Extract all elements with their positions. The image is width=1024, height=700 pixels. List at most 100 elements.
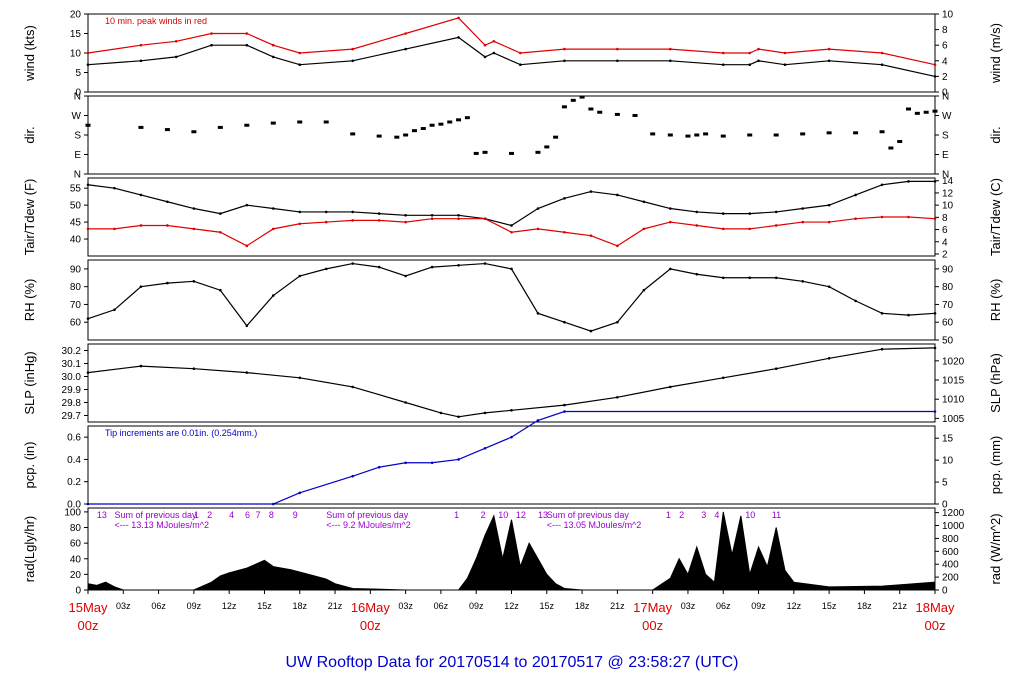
wind-point bbox=[271, 55, 275, 59]
slp-point bbox=[298, 376, 302, 380]
pcp-point bbox=[298, 491, 302, 495]
x-tick-label: 09z bbox=[187, 601, 202, 611]
x-tick-label: 18z bbox=[857, 601, 872, 611]
x-tick-label: 12z bbox=[504, 601, 519, 611]
wind-point bbox=[404, 32, 407, 35]
wind-point bbox=[721, 63, 725, 66]
temp-point bbox=[933, 217, 937, 220]
panel-frame bbox=[87, 259, 936, 341]
dir-point bbox=[473, 151, 479, 155]
temp-point bbox=[642, 227, 646, 231]
y-tick-label-left: 29.9 bbox=[62, 385, 82, 396]
temp-point bbox=[192, 207, 196, 210]
temp-point bbox=[589, 190, 593, 193]
temp-point bbox=[139, 193, 143, 197]
temp-point bbox=[457, 214, 460, 217]
date-label: 18May bbox=[915, 600, 955, 615]
rad-annotation: Sum of previous day bbox=[114, 510, 197, 520]
wind-point bbox=[492, 40, 496, 43]
wind-point bbox=[174, 40, 178, 43]
dir-point bbox=[694, 133, 700, 137]
y-tick-label-right: 800 bbox=[942, 534, 959, 545]
slp-point bbox=[483, 411, 487, 415]
temp-point bbox=[86, 227, 90, 231]
wind-point bbox=[483, 43, 487, 47]
panel-slp: SLP (inHg) SLP (hPa) 29.7 29.8 29.9 30.0 30.1 3… bbox=[22, 343, 1003, 425]
temp-point bbox=[113, 227, 116, 231]
x-tick-label: 21z bbox=[892, 601, 907, 611]
x-tick-label: 15z bbox=[257, 601, 272, 611]
dir-point bbox=[597, 110, 603, 114]
y-tick-label-left: N bbox=[74, 92, 81, 103]
wind-point bbox=[563, 59, 566, 63]
temp-point bbox=[695, 224, 699, 227]
wind-point bbox=[298, 51, 302, 55]
rh-point bbox=[324, 267, 328, 271]
dir-point bbox=[403, 133, 409, 137]
temp-point bbox=[669, 220, 672, 224]
rh-point bbox=[351, 262, 354, 265]
temp-point bbox=[245, 203, 249, 207]
temp-point bbox=[139, 224, 143, 227]
dir-point bbox=[244, 123, 250, 127]
dir-point bbox=[632, 114, 638, 117]
y-tick-label-right: 400 bbox=[942, 560, 959, 571]
dir-point bbox=[456, 118, 462, 122]
temp-point bbox=[854, 193, 857, 197]
rad-annotation: Sum of previous day bbox=[547, 510, 630, 520]
temp-point bbox=[404, 220, 407, 224]
temp-point bbox=[616, 193, 619, 197]
rad-annotation: 1 bbox=[454, 510, 459, 520]
temp-point bbox=[166, 224, 169, 227]
temp-point bbox=[827, 203, 831, 207]
rad-area bbox=[87, 511, 936, 591]
dir-point bbox=[350, 132, 356, 136]
rad-annotation: 4 bbox=[714, 510, 719, 520]
y-tick-label-left: 15 bbox=[70, 29, 82, 40]
rh-point bbox=[616, 320, 619, 324]
y-tick-label-left: 0.6 bbox=[67, 433, 81, 444]
dir-point bbox=[464, 116, 470, 120]
temp-point bbox=[166, 200, 169, 204]
pcp-line-0 bbox=[88, 410, 935, 505]
wind-point bbox=[783, 51, 787, 55]
panel-pcp: pcp. (in) pcp. (mm) 0.0 0.2 0.4 0.6 0 5 10 15 Tip … bbox=[22, 410, 1003, 511]
dir-point bbox=[667, 133, 673, 137]
y-tick-label-right: 60 bbox=[942, 318, 954, 329]
x-tick-label: 06z bbox=[151, 601, 166, 611]
wind-point bbox=[483, 55, 487, 59]
pcp-point bbox=[404, 461, 407, 465]
wind-point bbox=[669, 59, 672, 63]
dir-point bbox=[544, 145, 550, 149]
dir-point bbox=[376, 134, 382, 138]
wind-point bbox=[827, 59, 831, 63]
y-tick-label-left: 0 bbox=[75, 88, 81, 99]
y-tick-label-right: N bbox=[942, 170, 949, 181]
dir-point bbox=[411, 129, 417, 133]
panel-frame bbox=[87, 177, 936, 257]
dir-point bbox=[438, 122, 444, 126]
rad-annotation: 10 bbox=[745, 510, 755, 520]
y-tick-label-left: 0.2 bbox=[67, 477, 81, 488]
temp-point bbox=[748, 227, 752, 231]
rad-annotation: 6 bbox=[245, 510, 250, 520]
x-tick-label: 21z bbox=[610, 601, 625, 611]
rh-point bbox=[510, 267, 513, 271]
y-axis-label-left: wind (kts) bbox=[22, 25, 37, 82]
y-tick-label-left: S bbox=[74, 131, 81, 142]
wind-point bbox=[721, 51, 725, 55]
wind-point bbox=[210, 43, 213, 47]
dir-point bbox=[553, 135, 559, 139]
dir-point bbox=[888, 146, 894, 150]
y-tick-label-left: 45 bbox=[70, 218, 82, 229]
temp-point bbox=[245, 244, 249, 248]
rh-point bbox=[695, 272, 699, 276]
y-tick-label-left: 30.1 bbox=[62, 359, 82, 370]
y-tick-label-right: 90 bbox=[942, 264, 954, 275]
rad-annotation: 1 bbox=[194, 510, 199, 520]
slp-point bbox=[86, 371, 90, 374]
dir-point bbox=[447, 120, 453, 124]
dir-point bbox=[509, 151, 514, 155]
